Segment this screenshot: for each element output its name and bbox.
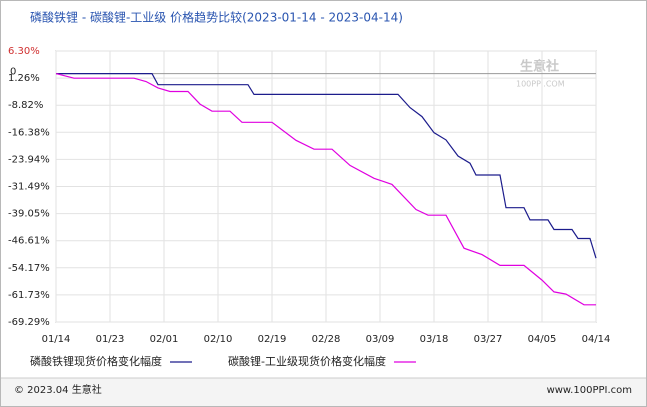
y-tick-label: -39.05%: [8, 209, 50, 220]
legend-label: 磷酸铁锂现货价格变化幅度: [30, 354, 162, 368]
y-tick-label: -31.49%: [8, 181, 50, 192]
x-tick-label: 04/05: [528, 334, 557, 345]
x-tick-label: 03/09: [366, 334, 395, 345]
x-tick-label: 01/14: [42, 334, 71, 345]
y-tick-label: -23.94%: [8, 154, 50, 165]
y-tick-label: -8.82%: [8, 100, 43, 111]
y-tick-label: -54.17%: [8, 263, 50, 274]
watermark-sub: 100PPI.COM: [516, 80, 565, 89]
y-tick-label: -69.29%: [8, 317, 50, 328]
footer-right: www.100PPI.com: [547, 385, 632, 396]
series-line: [55, 73, 596, 306]
legend-label: 碳酸锂-工业级现货价格变化幅度: [228, 354, 386, 368]
chart-title: 磷酸铁锂 - 碳酸锂-工业级 价格趋势比较(2023-01-14 - 2023-…: [30, 10, 403, 25]
x-tick-label: 02/10: [204, 334, 233, 345]
watermark: 生意社: [520, 59, 559, 75]
x-tick-label: 03/27: [474, 334, 503, 345]
y-tick-label: 1.26%: [8, 73, 40, 84]
x-tick-label: 02/01: [150, 334, 179, 345]
footer-left: © 2023.04 生意社: [14, 383, 102, 396]
x-tick-label: 02/19: [258, 334, 287, 345]
x-tick-label: 01/23: [96, 334, 125, 345]
series-line: [56, 73, 597, 259]
x-tick-label: 02/28: [312, 334, 341, 345]
zero-label: 0: [10, 67, 16, 78]
x-tick-label: 04/14: [582, 334, 611, 345]
y-tick-label: -46.61%: [8, 236, 50, 247]
y-tick-label: 6.30%: [8, 46, 40, 57]
x-tick-label: 03/18: [420, 334, 449, 345]
y-tick-label: -61.73%: [8, 290, 50, 301]
footer-bg: [1, 378, 646, 406]
y-tick-label: -16.38%: [8, 127, 50, 138]
